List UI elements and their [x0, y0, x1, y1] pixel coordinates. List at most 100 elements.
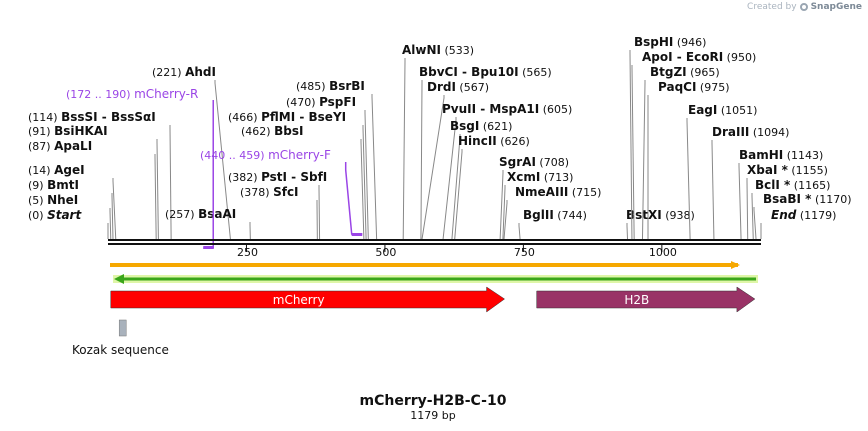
- axis-tick-label: 250: [237, 246, 258, 259]
- enzyme-position: (605): [539, 103, 572, 116]
- enzyme-position: (114): [28, 111, 61, 124]
- enzyme-leader-line: [442, 117, 457, 240]
- enzyme-name: PstI - SbfI: [261, 170, 327, 184]
- enzyme-position: (1165): [790, 179, 830, 192]
- enzyme-position: (221): [152, 66, 185, 79]
- enzyme-name: BsgI: [450, 119, 479, 133]
- enzyme-position: (626): [497, 135, 530, 148]
- enzyme-site-end: End (1179): [760, 208, 836, 239]
- enzyme-leader-line: [753, 207, 757, 240]
- enzyme-position: (975): [696, 81, 729, 94]
- enzyme-position: (567): [456, 81, 489, 94]
- primer-binding-site: [203, 246, 214, 249]
- enzyme-label: (378) SfcI: [240, 185, 299, 199]
- enzyme-position: (485): [296, 80, 329, 93]
- enzyme-label: (257) BsaAI: [165, 207, 236, 221]
- orf-reverse-arrowhead: [114, 274, 124, 284]
- enzyme-position: (1094): [749, 126, 789, 139]
- enzyme-site-bcli: BclI * (1165): [751, 178, 830, 240]
- primer-mcherry-f: (440 .. 459) mCherry-F: [200, 148, 363, 236]
- enzyme-label: End (1179): [771, 208, 836, 222]
- enzyme-label: (485) BsrBI: [296, 79, 365, 93]
- enzyme-name: DraIII: [712, 125, 749, 139]
- enzyme-site-nmeaiii: NmeAIII (715): [503, 185, 601, 240]
- snapgene-logo-icon: [799, 3, 808, 11]
- enzyme-position: (14): [28, 164, 54, 177]
- enzyme-site-pvuii-mspa1i: PvuII - MspA1I (605): [442, 102, 572, 240]
- enzyme-site-sfci: (378) SfcI: [240, 185, 318, 240]
- enzyme-name: BglII: [523, 208, 554, 222]
- enzyme-position: (0): [28, 209, 47, 222]
- enzyme-site-sgrai: SgrAI (708): [499, 155, 569, 240]
- enzyme-leader-line: [112, 178, 117, 240]
- enzyme-leader-line: [154, 154, 157, 240]
- enzyme-name: DrdI: [427, 80, 456, 94]
- enzyme-name: ApoI - EcoRI: [642, 50, 723, 64]
- credit-brand: SnapGene: [810, 2, 862, 12]
- enzyme-leader-line: [503, 200, 508, 240]
- credit-prefix: Created by: [747, 2, 797, 12]
- enzyme-leader-line: [686, 118, 691, 240]
- enzyme-label: DrdI (567): [427, 80, 489, 94]
- enzyme-label: BglII (744): [523, 208, 587, 222]
- enzyme-site-apali: (87) ApaLI: [28, 139, 157, 240]
- enzyme-leader-line: [420, 80, 423, 240]
- primer-range: (440 .. 459): [200, 149, 268, 162]
- enzyme-position: (378): [240, 186, 273, 199]
- enzyme-label: HincII (626): [458, 134, 530, 148]
- feature-label: H2B: [624, 293, 649, 307]
- enzyme-position: (565): [519, 66, 552, 79]
- enzyme-label: ApoI - EcoRI (950): [642, 50, 756, 64]
- enzyme-site-start: (0) Start: [28, 208, 109, 239]
- feature-label: Kozak sequence: [72, 343, 169, 357]
- primer-label: (172 .. 190) mCherry-R: [66, 87, 198, 101]
- backbone: [108, 239, 761, 245]
- axis-ticks: 250 500 750 1000: [237, 245, 677, 259]
- enzyme-leader-line: [318, 185, 321, 240]
- enzyme-name: PaqCI: [658, 80, 696, 94]
- enzyme-name: BsaAI: [198, 207, 236, 221]
- enzyme-site-btgzi: BtgZI (965): [641, 65, 720, 240]
- enzyme-position: (715): [568, 186, 601, 199]
- enzyme-leader-line: [371, 94, 378, 240]
- feature-box: [118, 319, 127, 337]
- enzyme-label: (382) PstI - SbfI: [228, 170, 327, 184]
- enzyme-leader-line: [214, 80, 231, 240]
- enzyme-leader-line: [499, 170, 504, 240]
- enzyme-name: BsiHKAI: [54, 124, 108, 138]
- primer-label: (440 .. 459) mCherry-F: [200, 148, 331, 162]
- enzyme-name: BbvCI - Bpu10I: [419, 65, 519, 79]
- enzyme-name: End: [771, 208, 797, 222]
- enzyme-position: (257): [165, 208, 198, 221]
- enzyme-label: BtgZI (965): [650, 65, 720, 79]
- axis-tick-label: 500: [375, 246, 396, 259]
- enzyme-site-ahdi: (221) AhdI: [152, 65, 231, 240]
- enzyme-sites: (0) Start(5) NheI(9) BmtI(14) AgeI(87) A…: [28, 35, 852, 240]
- enzyme-label: (14) AgeI: [28, 163, 85, 177]
- enzyme-site-apoi-ecori: ApoI - EcoRI (950): [631, 50, 756, 240]
- feature-kozak-sequence: Kozak sequence: [72, 319, 169, 357]
- enzyme-leader-line: [746, 178, 749, 240]
- enzyme-label: DraIII (1094): [712, 125, 789, 139]
- enzyme-name: NheI: [47, 193, 78, 207]
- enzyme-name: EagI: [688, 103, 717, 117]
- enzyme-leader-line: [502, 185, 506, 240]
- enzyme-site-bsrbi: (485) BsrBI: [296, 79, 378, 240]
- enzyme-site-bstxi: BstXI (938): [626, 208, 695, 240]
- enzyme-label: (0) Start: [28, 208, 82, 222]
- enzyme-label: AlwNI (533): [402, 43, 474, 57]
- enzyme-position: (708): [536, 156, 569, 169]
- sequence-length: 1179 bp: [410, 409, 455, 422]
- enzyme-position: (9): [28, 179, 47, 192]
- enzyme-leader-line: [362, 125, 367, 240]
- axis-tick-750: 750: [514, 245, 535, 259]
- enzyme-leader-line: [364, 110, 369, 240]
- enzyme-site-pflmi-bseyi: (466) PflMI - BseYI: [228, 110, 367, 240]
- enzyme-position: (1143): [783, 149, 823, 162]
- enzyme-position: (462): [241, 125, 274, 138]
- enzyme-position: (470): [286, 96, 319, 109]
- snapgene-credit: Created by SnapGene: [747, 2, 862, 12]
- enzyme-site-bglii: BglII (744): [518, 208, 587, 240]
- enzyme-site-bamhi: BamHI (1143): [738, 148, 823, 240]
